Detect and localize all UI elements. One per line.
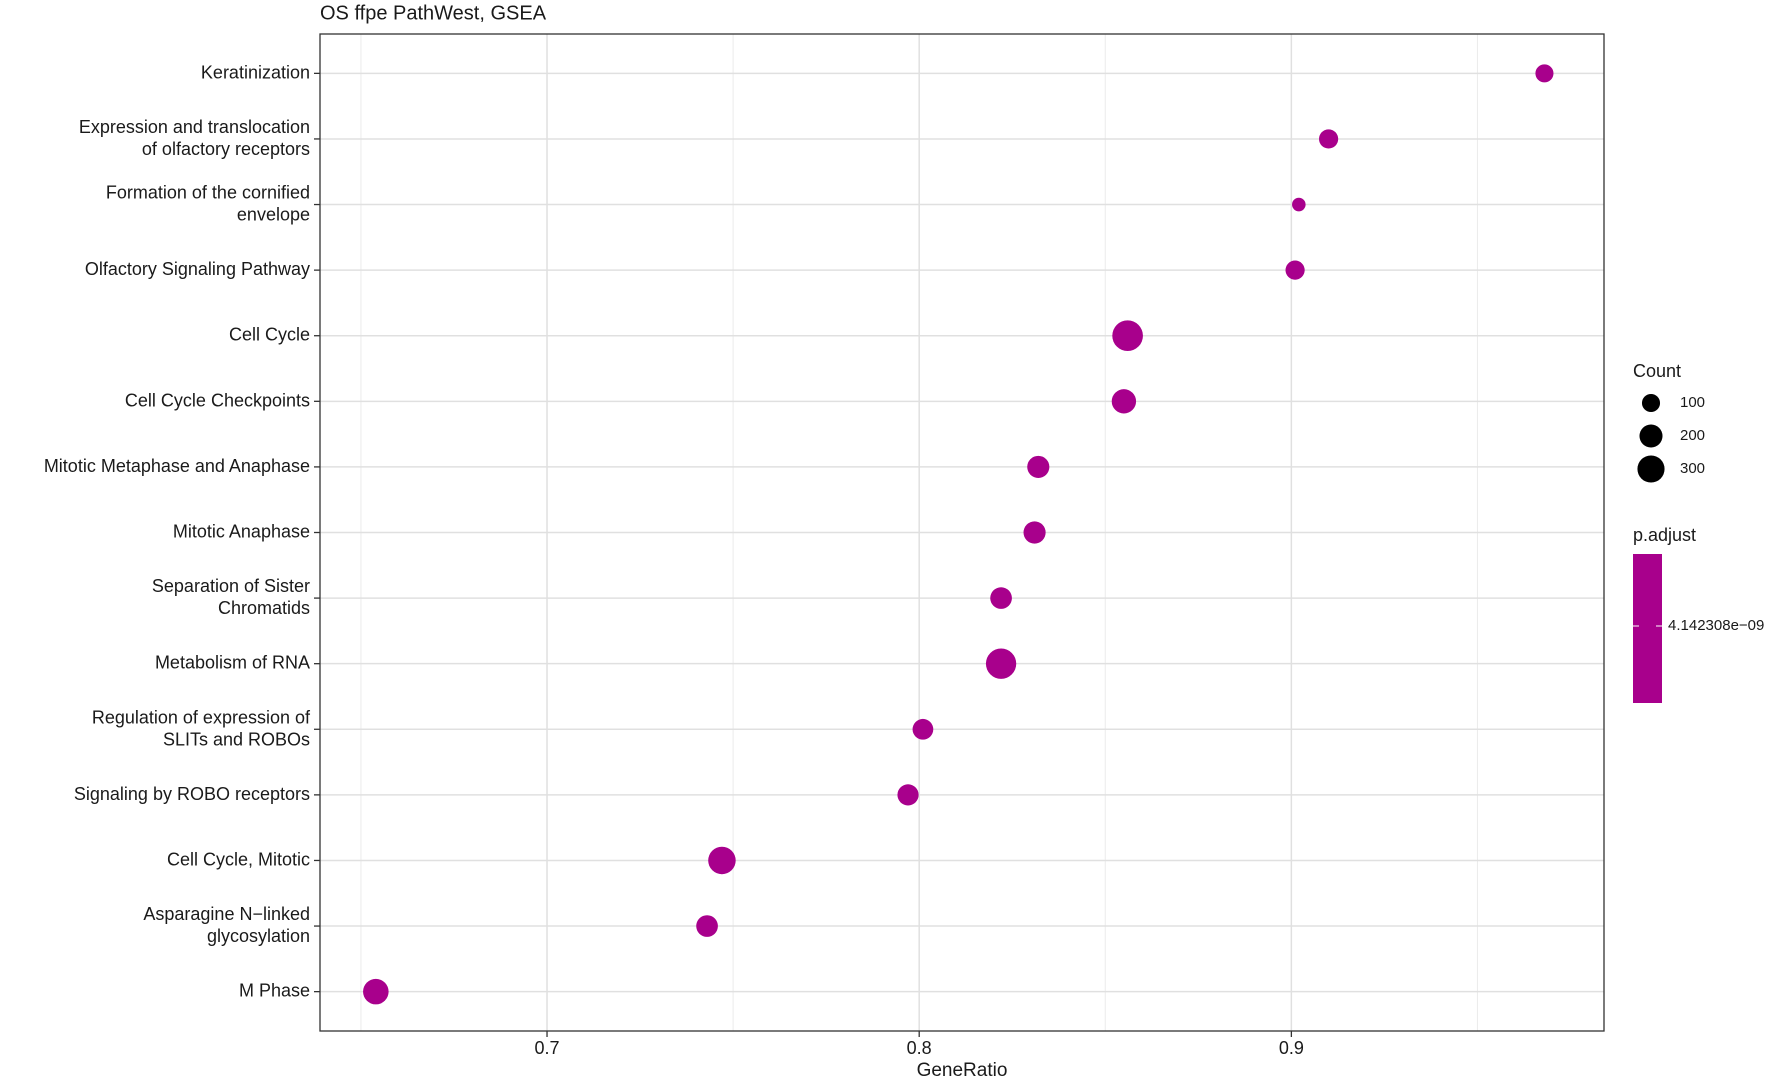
legend-label: 100: [1680, 394, 1705, 411]
x-tick-label: 0.9: [1279, 1038, 1304, 1058]
x-tick-label: 0.8: [907, 1038, 932, 1058]
dot: [1023, 521, 1046, 544]
dot: [985, 648, 1017, 679]
y-tick-label: Separation of Sister Chromatids: [152, 576, 310, 618]
legend-dot: [1639, 424, 1663, 448]
colorbar: [1633, 554, 1662, 703]
y-tick-label: M Phase: [239, 980, 310, 1000]
legend-dot: [1641, 393, 1661, 413]
y-tick-label: Regulation of expression of SLITs and ROB…: [92, 707, 311, 749]
y-tick-label: Olfactory Signaling Pathway: [85, 259, 310, 279]
y-tick-label: Cell Cycle Checkpoints: [125, 390, 310, 410]
y-tick-label: Keratinization: [201, 62, 310, 82]
dot: [1027, 455, 1050, 478]
y-tick-label: Expression and translocation of olfactory…: [79, 117, 310, 159]
dot: [363, 978, 389, 1005]
y-tick-label: Cell Cycle, Mitotic: [167, 849, 310, 869]
y-tick-label: Mitotic Anaphase: [173, 521, 310, 541]
dot: [1285, 260, 1305, 280]
dot: [1112, 320, 1143, 352]
y-tick-label: Formation of the cornified envelope: [106, 182, 310, 224]
legend-label: 200: [1680, 427, 1705, 444]
y-tick-label: Mitotic Metaphase and Anaphase: [44, 456, 310, 476]
legend-label: 300: [1680, 460, 1705, 477]
dot: [1292, 197, 1306, 212]
dot: [897, 784, 919, 806]
dot: [696, 915, 718, 937]
y-tick-label: Cell Cycle: [229, 324, 310, 344]
dot: [990, 587, 1012, 609]
x-axis-label: GeneRatio: [917, 1060, 1008, 1081]
y-tick-label: Metabolism of RNA: [155, 652, 310, 672]
dot: [912, 718, 934, 740]
dot: [1535, 64, 1554, 83]
dot: [1111, 389, 1137, 414]
legend-title: p.adjust: [1633, 525, 1696, 545]
y-tick-label: Asparagine N−linked glycosylation: [143, 904, 310, 946]
colorbar-label: 4.142308e−09: [1668, 617, 1764, 634]
y-tick-label: Signaling by ROBO receptors: [74, 784, 310, 804]
legend-dot: [1637, 455, 1665, 483]
dot: [1319, 129, 1339, 149]
legend-title: Count: [1633, 361, 1681, 381]
dot: [708, 846, 736, 875]
x-tick-label: 0.7: [535, 1038, 560, 1058]
chart-title: OS ffpe PathWest, GSEA: [320, 2, 547, 24]
